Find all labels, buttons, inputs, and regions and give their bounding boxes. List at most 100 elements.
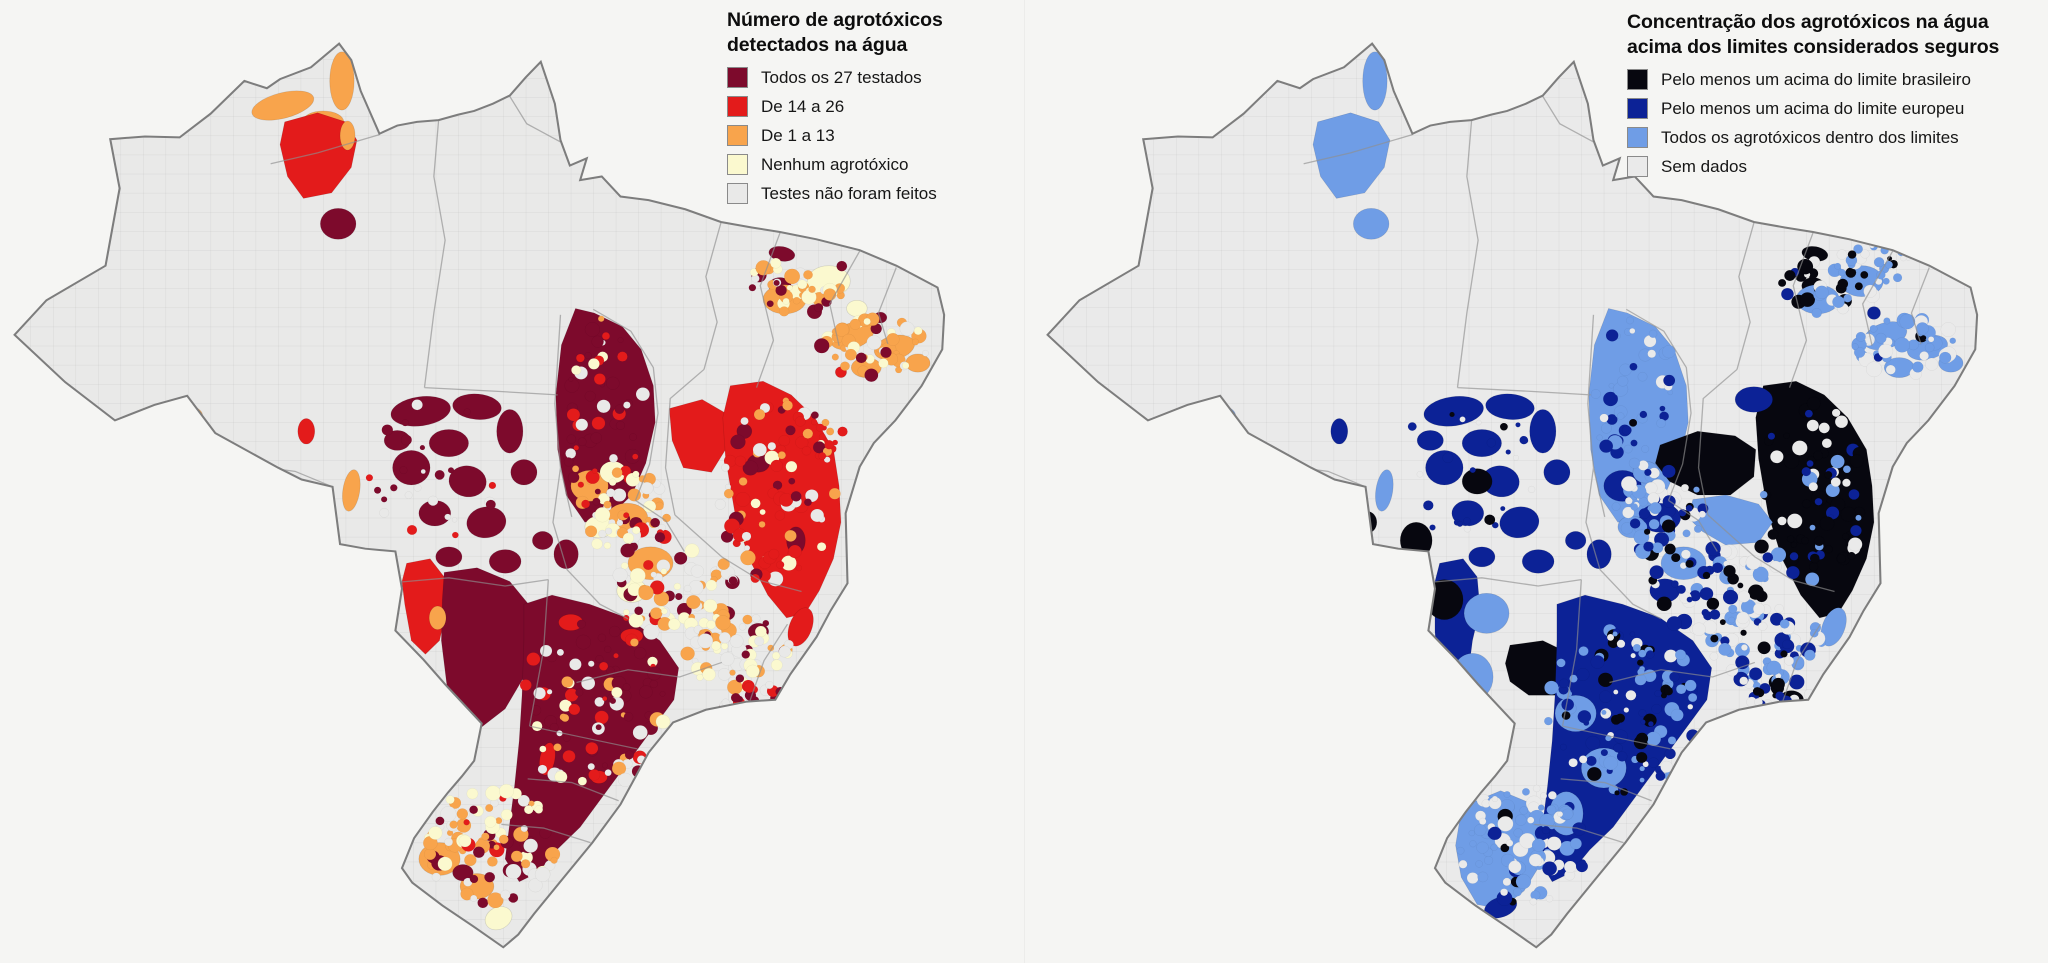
map-region	[1461, 468, 1493, 495]
map-speckle	[1709, 609, 1721, 620]
map-speckle	[1853, 346, 1866, 358]
map-speckle	[795, 436, 809, 449]
map-speckle	[1639, 777, 1645, 783]
map-speckle	[627, 488, 642, 502]
map-speckle	[1499, 422, 1508, 431]
map-speckle	[1586, 755, 1597, 766]
map-speckle	[1684, 679, 1697, 692]
map-speckle	[1545, 895, 1554, 903]
map-speckle	[1705, 541, 1721, 557]
map-speckle	[758, 706, 767, 714]
map-speckle	[1613, 689, 1619, 695]
map-speckle	[563, 457, 574, 467]
map-speckle	[1519, 435, 1529, 445]
map-speckle	[624, 750, 635, 760]
map-speckle	[1477, 871, 1489, 883]
map-speckle	[1824, 470, 1833, 479]
map-speckle	[754, 636, 765, 646]
map-speckle	[1855, 331, 1866, 342]
map-speckle	[587, 660, 595, 667]
map-speckle	[1623, 444, 1633, 454]
map-speckle	[770, 257, 782, 269]
map-speckle	[655, 714, 671, 729]
map-speckle	[778, 645, 791, 658]
map-speckle	[1597, 672, 1613, 688]
map-speckle	[1783, 432, 1790, 439]
map-speckle	[1645, 650, 1655, 659]
map-speckle	[606, 488, 616, 498]
map-speckle	[1474, 824, 1487, 837]
map-speckle	[1502, 877, 1512, 886]
map-speckle	[1674, 649, 1687, 661]
map-region	[452, 864, 474, 882]
map-speckle	[754, 625, 767, 638]
map-speckle	[1635, 751, 1648, 763]
map-speckle	[1575, 860, 1589, 873]
map-speckle	[1767, 432, 1776, 440]
brazil-map-limits	[1046, 42, 1979, 949]
legend-label: Pelo menos um acima do limite europeu	[1661, 98, 1965, 118]
map-speckle	[643, 559, 654, 571]
map-speckle	[1865, 361, 1883, 378]
map-speckle	[1860, 249, 1870, 259]
map-speckle	[1629, 362, 1638, 371]
map-speckle	[635, 387, 650, 401]
map-speckle	[1596, 434, 1603, 441]
map-speckle	[1617, 375, 1629, 387]
map-region	[1499, 506, 1540, 539]
map-speckle	[711, 640, 721, 651]
map-speckle	[1811, 308, 1822, 319]
map-speckle	[632, 470, 640, 478]
map-speckle	[581, 499, 591, 509]
map-speckle	[773, 279, 780, 286]
map-speckle	[765, 681, 774, 690]
map-speckle	[1736, 611, 1750, 625]
map-speckle	[1475, 419, 1482, 426]
map-speckle	[1528, 853, 1543, 867]
map-speckle	[485, 785, 502, 801]
map-speckle	[1848, 489, 1860, 500]
map-speckle	[718, 631, 731, 644]
map-speckle	[1456, 846, 1465, 855]
map-speckle	[546, 689, 553, 695]
map-speckle	[1500, 843, 1510, 853]
map-speckle	[609, 697, 617, 705]
map-speckle	[1540, 792, 1548, 800]
map-speckle	[720, 651, 735, 666]
map-speckle	[815, 423, 825, 432]
map-speckle	[440, 806, 457, 822]
map-speckle	[585, 742, 599, 755]
map-speckle	[466, 788, 479, 800]
map-speckle	[740, 550, 756, 566]
map-speckle	[1637, 371, 1648, 382]
map-speckle	[1656, 418, 1666, 428]
map-speckle	[1842, 478, 1851, 487]
map-speckle	[620, 562, 629, 570]
map-speckle	[650, 607, 663, 620]
map-region	[484, 906, 513, 931]
map-speckle	[740, 417, 749, 426]
map-speckle	[1647, 492, 1660, 505]
map-speckle	[534, 866, 551, 882]
map-speckle	[902, 361, 910, 370]
map-speckle	[690, 564, 704, 578]
map-speckle	[785, 460, 798, 473]
map-speckle	[766, 300, 774, 308]
map-speckle	[584, 525, 598, 538]
map-speckle	[1688, 693, 1698, 703]
legend-swatch	[727, 154, 748, 176]
map-speckle	[1515, 422, 1521, 428]
map-speckle	[1847, 551, 1856, 560]
map-speckle	[1662, 345, 1676, 359]
map-speckle	[463, 408, 471, 416]
map-speckle	[1836, 249, 1848, 260]
map-speckle	[1519, 806, 1529, 815]
map-speckle	[1784, 700, 1797, 713]
map-speckle	[640, 481, 654, 495]
map-speckle	[1801, 536, 1809, 545]
map-speckle	[1706, 597, 1720, 610]
map-speckle	[1685, 504, 1693, 512]
map-speckle	[604, 645, 612, 653]
map-speckle	[519, 679, 532, 691]
map-speckle	[488, 481, 497, 490]
